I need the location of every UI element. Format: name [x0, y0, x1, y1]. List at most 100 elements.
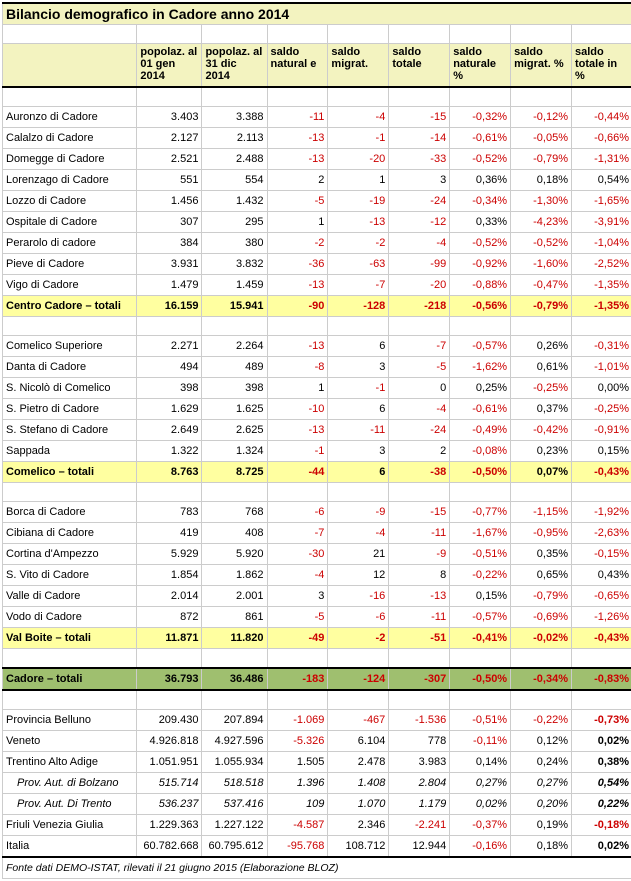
cell: 0,54%	[571, 170, 631, 191]
cell: 2.014	[137, 586, 202, 607]
cell: -4	[389, 233, 450, 254]
cell: -0,44%	[571, 107, 631, 128]
cell: -0,08%	[450, 441, 511, 462]
cell: -19	[328, 191, 389, 212]
row-name: Vodo di Cadore	[3, 607, 137, 628]
cell: -2,52%	[571, 254, 631, 275]
data-row: Borca di Cadore783768-6-9-15-0,77%-1,15%…	[3, 502, 631, 523]
cell: -13	[267, 336, 328, 357]
column-headers: popolaz. al 01 gen 2014popolaz. al 31 di…	[3, 44, 631, 88]
cell: 207.894	[202, 710, 267, 731]
cell: 398	[137, 378, 202, 399]
cell: -2	[328, 628, 389, 649]
cell: 6	[328, 336, 389, 357]
cell: -5.326	[267, 731, 328, 752]
col-header: popolaz. al 31 dic 2014	[202, 44, 267, 88]
cell: 3.832	[202, 254, 267, 275]
cell: 551	[137, 170, 202, 191]
cell: -0,05%	[511, 128, 572, 149]
cell: -13	[267, 128, 328, 149]
cell: 307	[137, 212, 202, 233]
cell: 12.944	[389, 836, 450, 858]
cell: -307	[389, 668, 450, 690]
cell: 0,27%	[511, 773, 572, 794]
cell: -11	[267, 107, 328, 128]
cell: -0,50%	[450, 668, 511, 690]
row-name: S. Pietro di Cadore	[3, 399, 137, 420]
data-row: Trentino Alto Adige1.051.9511.055.9341.5…	[3, 752, 631, 773]
grand-total-row: Cadore – totali36.79336.486-183-124-307-…	[3, 668, 631, 690]
cell: 3.931	[137, 254, 202, 275]
cell: -1,26%	[571, 607, 631, 628]
cell: -63	[328, 254, 389, 275]
data-row: Valle di Cadore2.0142.0013-16-130,15%-0,…	[3, 586, 631, 607]
cell: -4,23%	[511, 212, 572, 233]
cell: -0,32%	[450, 107, 511, 128]
cell: -0,12%	[511, 107, 572, 128]
cell: 398	[202, 378, 267, 399]
cell: -0,57%	[450, 336, 511, 357]
cell: -11	[328, 420, 389, 441]
data-row: Italia60.782.66860.795.612-95.768108.712…	[3, 836, 631, 858]
footer-cell: Fonte dati DEMO-ISTAT, rilevati il 21 gi…	[3, 857, 631, 879]
cell: -0,25%	[511, 378, 572, 399]
cell: 15.941	[202, 296, 267, 317]
cell: 5.920	[202, 544, 267, 565]
cell: -1,31%	[571, 149, 631, 170]
cell: 2.488	[202, 149, 267, 170]
cell: -0,11%	[450, 731, 511, 752]
cell: 3.388	[202, 107, 267, 128]
cell: -124	[328, 668, 389, 690]
row-name: Comelico Superiore	[3, 336, 137, 357]
cell: -6	[328, 607, 389, 628]
cell: -0,65%	[571, 586, 631, 607]
cell: -0,77%	[450, 502, 511, 523]
data-row: Prov. Aut. Di Trento536.237537.4161091.0…	[3, 794, 631, 815]
cell: -1,01%	[571, 357, 631, 378]
title-cell: Bilancio demografico in Cadore anno 2014	[3, 3, 631, 25]
cell: -2	[267, 233, 328, 254]
cell: -4	[328, 523, 389, 544]
cell: 2.478	[328, 752, 389, 773]
cell: -0,79%	[511, 296, 572, 317]
demographic-table: Bilancio demografico in Cadore anno 2014…	[2, 2, 631, 879]
cell: -0,22%	[511, 710, 572, 731]
cell: 1	[328, 170, 389, 191]
cell: -0,50%	[450, 462, 511, 483]
cell: -0,51%	[450, 710, 511, 731]
cell: 1.625	[202, 399, 267, 420]
cell: 1.629	[137, 399, 202, 420]
cell: -0,02%	[511, 628, 572, 649]
cell: 1.070	[328, 794, 389, 815]
row-name: Perarolo di cadore	[3, 233, 137, 254]
cell: 8.763	[137, 462, 202, 483]
cell: -2,63%	[571, 523, 631, 544]
cell: 0,07%	[511, 462, 572, 483]
row-name: Danta di Cadore	[3, 357, 137, 378]
cell: 0,02%	[571, 836, 631, 858]
cell: 0,54%	[571, 773, 631, 794]
cell: 2	[389, 441, 450, 462]
cell: 1.229.363	[137, 815, 202, 836]
cell: -99	[389, 254, 450, 275]
cell: -8	[267, 357, 328, 378]
cell: -1,04%	[571, 233, 631, 254]
row-name: Trentino Alto Adige	[3, 752, 137, 773]
cell: 0,43%	[571, 565, 631, 586]
cell: 0	[389, 378, 450, 399]
data-row: Provincia Belluno209.430207.894-1.069-46…	[3, 710, 631, 731]
cell: -1,15%	[511, 502, 572, 523]
cell: 0,20%	[511, 794, 572, 815]
row-name: Calalzo di Cadore	[3, 128, 137, 149]
row-name: Prov. Aut. di Bolzano	[3, 773, 137, 794]
cell: 0,18%	[511, 836, 572, 858]
cell: -1	[328, 128, 389, 149]
cell: 2.521	[137, 149, 202, 170]
col-header: saldo natural e	[267, 44, 328, 88]
cell: 8	[389, 565, 450, 586]
cell: 0,00%	[571, 378, 631, 399]
subtotal-row: Val Boite – totali11.87111.820-49-2-51-0…	[3, 628, 631, 649]
cell: -0,34%	[450, 191, 511, 212]
data-row: S. Nicolò di Comelico3983981-100,25%-0,2…	[3, 378, 631, 399]
row-name: Domegge di Cadore	[3, 149, 137, 170]
